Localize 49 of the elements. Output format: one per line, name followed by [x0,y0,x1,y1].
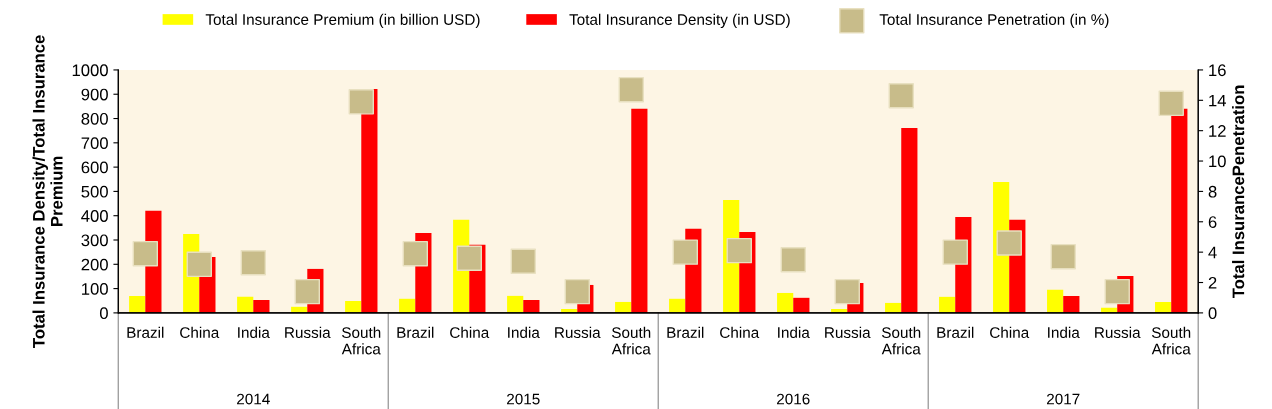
x-tick-label: South Africa [611,326,651,355]
x-tick-label: South Africa [1151,326,1191,355]
legend-label: Total Insurance Premium (in billion USD) [205,13,480,28]
y-tick-label: 0 [99,307,108,320]
y2-tick-label: 16 [1209,64,1226,77]
x-tick-label: China [720,326,760,338]
x-tick-label: Russia [825,326,871,338]
x-tick-label: South Africa [881,326,921,355]
y-tick-label: 600 [81,161,108,174]
y2-tick-label: 8 [1208,185,1217,198]
x-tick-label: India [238,326,270,338]
y2-tick-label: 10 [1209,155,1226,168]
y2-tick-label: 2 [1208,276,1217,289]
y-tick-label: 800 [81,112,108,125]
x-tick-label: Brazil [667,326,704,338]
text: 2017 [1047,393,1080,405]
y-tick-label: 300 [81,234,108,247]
x-tick-label: Brazil [937,326,974,338]
x-tick-label: India [778,326,810,338]
y2-tick-label: 12 [1209,125,1226,137]
x-tick-label: Brazil [397,326,434,338]
x-tick-label: South Africa [341,326,381,355]
y-tick-label: 900 [81,88,108,101]
x-tick-label: Russia [1095,326,1141,338]
x-tick-label: Russia [285,326,331,338]
y-tick-label: 700 [81,137,108,150]
text: 2014 [237,393,270,405]
y-axis-title: Total Insurance Density/Total Insurance Premium [32,35,63,348]
y2-tick-label: 4 [1208,246,1217,259]
y2-tick-label: 14 [1209,94,1226,107]
legend-label: Total Insurance Penetration (in %) [879,13,1109,28]
x-tick-label: Russia [555,326,601,338]
x-tick-label: India [508,326,540,338]
y2-tick-label: 6 [1208,216,1217,228]
y2-axis-title: Total InsurancePenetration [1232,85,1245,299]
y-tick-label: 400 [81,210,108,222]
y-tick-label: 200 [81,258,108,271]
x-tick-label: Brazil [127,326,164,338]
x-tick-label: China [450,326,490,338]
y2-tick-label: 0 [1208,307,1217,320]
x-tick-label: China [990,326,1030,338]
text: 2015 [507,393,540,405]
text: 2016 [777,393,810,405]
x-tick-label: India [1048,326,1080,338]
y-tick-label: 1000 [72,64,108,77]
legend-label: Total Insurance Density (in USD) [569,13,790,28]
y-tick-label: 500 [81,185,108,198]
x-tick-label: China [180,326,220,338]
y-tick-label: 100 [82,282,108,295]
